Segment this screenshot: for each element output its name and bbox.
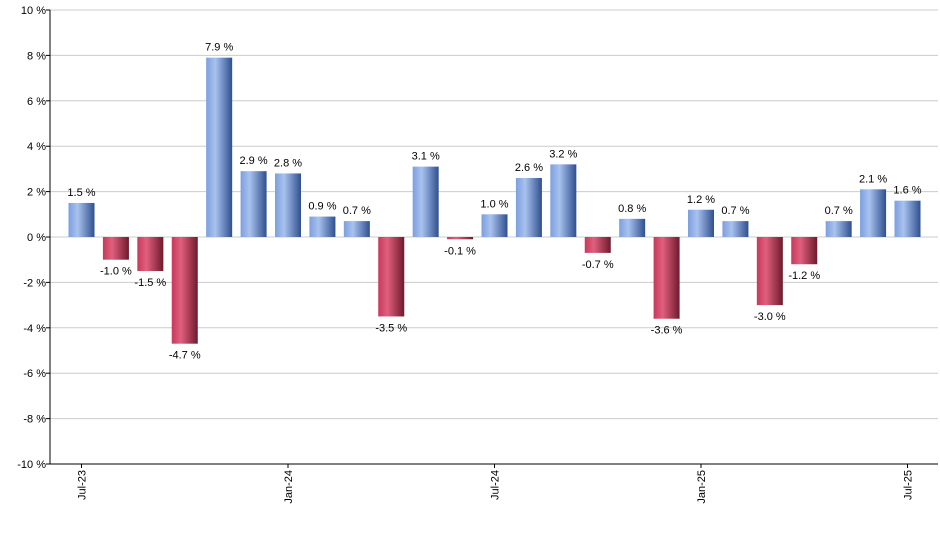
bar-Jan-25 <box>688 209 714 237</box>
y-tick-label: 4 % <box>27 141 46 153</box>
bars <box>68 57 921 344</box>
data-label-Feb-24: 0.9 % <box>308 201 336 213</box>
bar-Jan-24 <box>275 173 301 237</box>
data-label-Oct-24: -0.7 % <box>582 259 614 271</box>
y-tick-label: -10 % <box>17 459 46 471</box>
x-tick-label: Jan-24 <box>283 470 295 504</box>
data-label-Sep-24: 3.2 % <box>549 148 577 160</box>
bar-Apr-24 <box>378 237 405 317</box>
data-label-May-25: 0.7 % <box>825 205 853 217</box>
bar-Sep-23 <box>137 237 164 272</box>
bar-Sep-24 <box>550 164 577 237</box>
data-label-Dec-24: -3.6 % <box>651 325 683 337</box>
data-label-Apr-24: -3.5 % <box>375 322 407 334</box>
data-label-Jul-25: 1.6 % <box>893 185 921 197</box>
y-tick-label: 6 % <box>27 96 46 108</box>
bar-Feb-24 <box>309 216 336 237</box>
y-tick-label: -8 % <box>23 414 46 426</box>
y-tick-label: 0 % <box>27 232 46 244</box>
bar-Oct-23 <box>171 237 198 344</box>
data-labels: 1.5 % -1.0 %-1.5 % -4.7 % 7.9 % 2.9 % 2.8 % 0.… <box>67 42 921 362</box>
data-label-Jun-24: -0.1 % <box>444 245 476 257</box>
data-label-Jul-23: 1.5 % <box>67 187 95 199</box>
data-label-Jul-24: 1.0 % <box>480 198 508 210</box>
data-label-Aug-23: -1.0 % <box>100 266 132 278</box>
bar-Jul-25 <box>894 200 921 237</box>
data-label-Oct-23: -4.7 % <box>169 350 201 362</box>
data-label-May-24: 3.1 % <box>412 151 440 163</box>
bar-May-24 <box>412 166 439 237</box>
data-label-Nov-24: 0.8 % <box>618 203 646 215</box>
x-tick-label: Jul-25 <box>903 470 915 500</box>
data-label-Sep-23: -1.5 % <box>134 277 166 289</box>
y-tick-label: -4 % <box>23 323 46 335</box>
y-tick-label: 8 % <box>27 50 46 62</box>
data-label-Jun-25: 2.1 % <box>859 173 887 185</box>
bar-Dec-23 <box>240 171 267 237</box>
data-label-Mar-25: -3.0 % <box>754 311 786 323</box>
bar-Jun-24 <box>447 237 474 240</box>
y-tick-label: 10 % <box>21 5 46 17</box>
x-tick-label: Jul-24 <box>490 470 502 500</box>
axes <box>49 10 938 465</box>
x-axis-ticks: Jul-23 Jan-24 Jul-24 Jan-25 Jul-25 <box>77 464 915 504</box>
bar-Apr-25 <box>791 237 818 265</box>
data-label-Apr-25: -1.2 % <box>788 270 820 282</box>
bar-Mar-25 <box>756 237 783 306</box>
bar-Nov-23 <box>206 57 233 237</box>
bar-Jul-24 <box>481 214 508 237</box>
y-tick-label: -2 % <box>23 277 46 289</box>
data-label-Jan-24: 2.8 % <box>274 157 302 169</box>
bar-Jul-23 <box>68 202 95 237</box>
bar-Aug-23 <box>102 237 129 260</box>
bar-Feb-25 <box>722 221 749 237</box>
data-label-Mar-24: 0.7 % <box>343 205 371 217</box>
y-axis-ticks: 10 % 8 % 6 % 4 % 2 % 0 % -2 % -4 % -6 % -8 % -10 % <box>17 5 50 471</box>
data-label-Dec-23: 2.9 % <box>240 155 268 167</box>
y-tick-label: -6 % <box>23 368 46 380</box>
data-label-Nov-23: 7.9 % <box>205 42 233 54</box>
bar-Oct-24 <box>584 237 611 253</box>
y-tick-label: 2 % <box>27 187 46 199</box>
bar-Nov-24 <box>619 218 646 237</box>
data-label-Aug-24: 2.6 % <box>515 162 543 174</box>
bar-May-25 <box>825 221 852 237</box>
data-label-Feb-25: 0.7 % <box>721 205 749 217</box>
bar-Mar-24 <box>343 221 370 237</box>
bar-Dec-24 <box>653 237 680 319</box>
bar-Jun-25 <box>860 189 887 237</box>
x-tick-label: Jan-25 <box>696 470 708 504</box>
x-tick-label: Jul-23 <box>77 470 89 500</box>
data-label-Jan-25: 1.2 % <box>687 194 715 206</box>
bar-Aug-24 <box>515 177 542 237</box>
